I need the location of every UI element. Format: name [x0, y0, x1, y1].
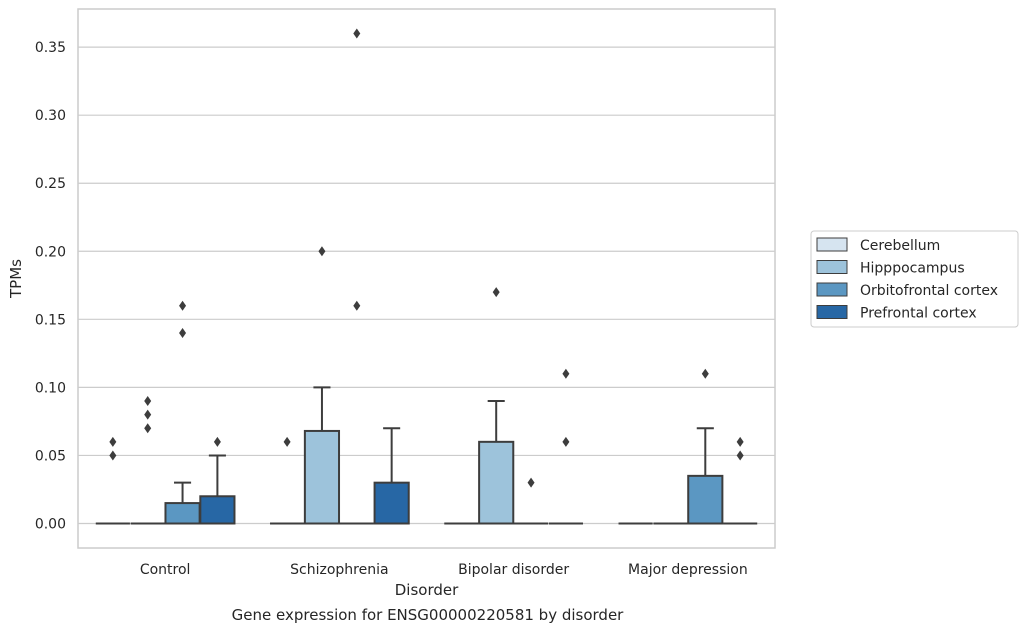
legend-label: Prefrontal cortex [860, 306, 977, 322]
box [164, 502, 201, 525]
box-orbitofrontal-cortex [164, 481, 201, 525]
plot-frame [77, 8, 776, 549]
y-axis-label: TPMs [7, 259, 25, 299]
x-tick-labels: Control Schizophrenia Bipolar disorder Majo… [140, 562, 748, 578]
legend-swatch [816, 260, 848, 274]
y-tick-label: 0.30 [35, 108, 66, 124]
x-tick-label: Control [140, 562, 191, 578]
legend: Cerebellum Hipppocampus Orbitofrontal cort… [810, 230, 1019, 328]
box-layer [95, 386, 758, 525]
outlier-point [562, 436, 570, 447]
box [687, 474, 724, 525]
outlier-point [144, 396, 152, 406]
box-hipppocampus [303, 386, 341, 525]
y-tick-label: 0.00 [35, 517, 66, 533]
x-tick-label: Schizophrenia [290, 562, 388, 578]
outlier-layer [109, 28, 744, 488]
outlier-point [109, 450, 117, 461]
y-tick-label: 0.05 [35, 448, 66, 464]
legend-swatch [816, 282, 848, 297]
box-hipppocampus [478, 400, 515, 525]
box [199, 495, 236, 525]
y-tick-label: 0.20 [35, 244, 66, 260]
legend-label: Orbitofrontal cortex [860, 283, 998, 299]
y-tick-label: 0.35 [35, 40, 66, 56]
outlier-point [283, 436, 291, 447]
legend-frame [810, 230, 1019, 328]
box [478, 440, 515, 525]
y-tick-label: 0.10 [35, 380, 66, 396]
x-tick-label: Bipolar disorder [458, 562, 569, 578]
x-tick-label: Major depression [628, 562, 748, 578]
figure-caption: Gene expression for ENSG00000220581 by d… [231, 606, 624, 624]
legend-swatch [816, 237, 848, 252]
outlier-point [109, 436, 117, 447]
outlier-point [213, 436, 221, 447]
outlier-point [701, 368, 709, 379]
legend-label: Cerebellum [860, 238, 940, 254]
outlier-point [179, 327, 187, 338]
legend-label: Hipppocampus [860, 261, 965, 277]
outlier-point [318, 246, 326, 257]
box-prefrontal-cortex [373, 427, 410, 525]
y-tick-label: 0.15 [35, 312, 66, 328]
y-tick-label: 0.25 [35, 176, 66, 192]
outlier-point [527, 477, 535, 488]
box [373, 481, 410, 525]
outlier-point [562, 368, 570, 379]
outlier-point [736, 436, 744, 447]
grid-lines [78, 46, 775, 525]
box-prefrontal-cortex [199, 454, 236, 525]
outlier-point [144, 409, 152, 420]
outlier-point [144, 423, 152, 434]
outlier-point [736, 450, 744, 461]
box [303, 429, 341, 525]
outlier-point [179, 300, 187, 311]
x-axis-label: Disorder [395, 581, 459, 599]
outlier-point [353, 300, 361, 311]
outlier-point [492, 287, 500, 298]
y-tick-labels: 0.00 0.05 0.10 0.15 0.20 0.25 0.30 0.35 [35, 40, 66, 532]
outlier-point [353, 28, 361, 39]
legend-swatch [816, 305, 848, 319]
box-orbitofrontal-cortex [687, 427, 724, 525]
